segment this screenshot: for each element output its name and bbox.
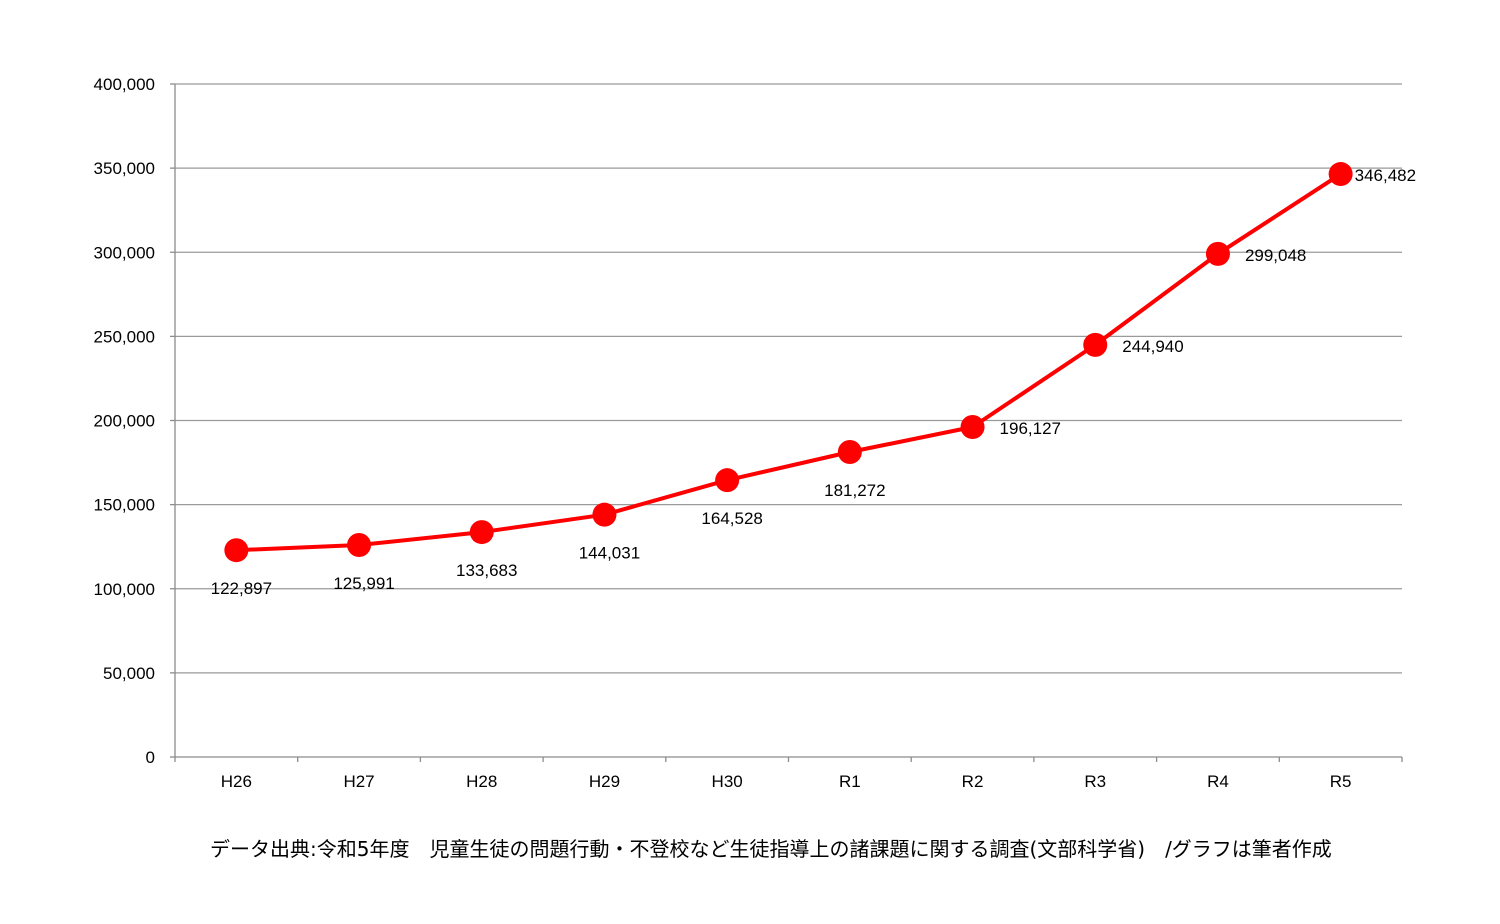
y-tick-label: 400,000 <box>94 75 155 94</box>
x-tick-label: H27 <box>343 772 374 791</box>
data-label: 346,482 <box>1355 166 1416 185</box>
x-tick-label: R1 <box>839 772 861 791</box>
x-tick-label: R2 <box>962 772 984 791</box>
y-tick-label: 100,000 <box>94 580 155 599</box>
x-tick-label: H26 <box>221 772 252 791</box>
data-point <box>1328 162 1353 187</box>
data-point <box>960 415 985 440</box>
x-tick-label: R5 <box>1330 772 1352 791</box>
data-label: 144,031 <box>579 544 640 563</box>
data-point <box>715 468 740 493</box>
x-tick-label: H30 <box>712 772 743 791</box>
source-caption: データ出典:令和5年度 児童生徒の問題行動・不登校など生徒指導上の諸課題に関する… <box>210 837 1332 861</box>
data-label: 181,272 <box>824 481 885 500</box>
y-tick-label: 200,000 <box>94 412 155 431</box>
y-tick-label: 150,000 <box>94 496 155 515</box>
data-label: 244,940 <box>1122 337 1183 356</box>
x-tick-label: H28 <box>466 772 497 791</box>
y-tick-label: 350,000 <box>94 159 155 178</box>
data-point <box>347 533 372 558</box>
data-label: 133,683 <box>456 561 517 580</box>
data-label: 122,897 <box>211 579 272 598</box>
y-tick-label: 0 <box>146 748 155 767</box>
data-point <box>469 520 494 545</box>
x-tick-label: H29 <box>589 772 620 791</box>
data-point <box>224 538 249 563</box>
series-line <box>236 172 1342 553</box>
x-tick-label: R3 <box>1084 772 1106 791</box>
data-label: 196,127 <box>1000 419 1061 438</box>
data-label: 299,048 <box>1245 246 1306 265</box>
x-tick-label: R4 <box>1207 772 1229 791</box>
data-point <box>1205 241 1230 266</box>
data-point <box>1083 332 1108 357</box>
data-label: 164,528 <box>701 509 762 528</box>
y-tick-label: 50,000 <box>103 664 155 683</box>
y-tick-label: 250,000 <box>94 327 155 346</box>
line-chart: 0 50,000 100,000 150,000 200,000 250,000 300,0… <box>94 75 1417 791</box>
y-tick-label: 300,000 <box>94 243 155 262</box>
data-point <box>592 502 617 527</box>
data-label: 125,991 <box>333 574 394 593</box>
data-point <box>837 440 862 465</box>
